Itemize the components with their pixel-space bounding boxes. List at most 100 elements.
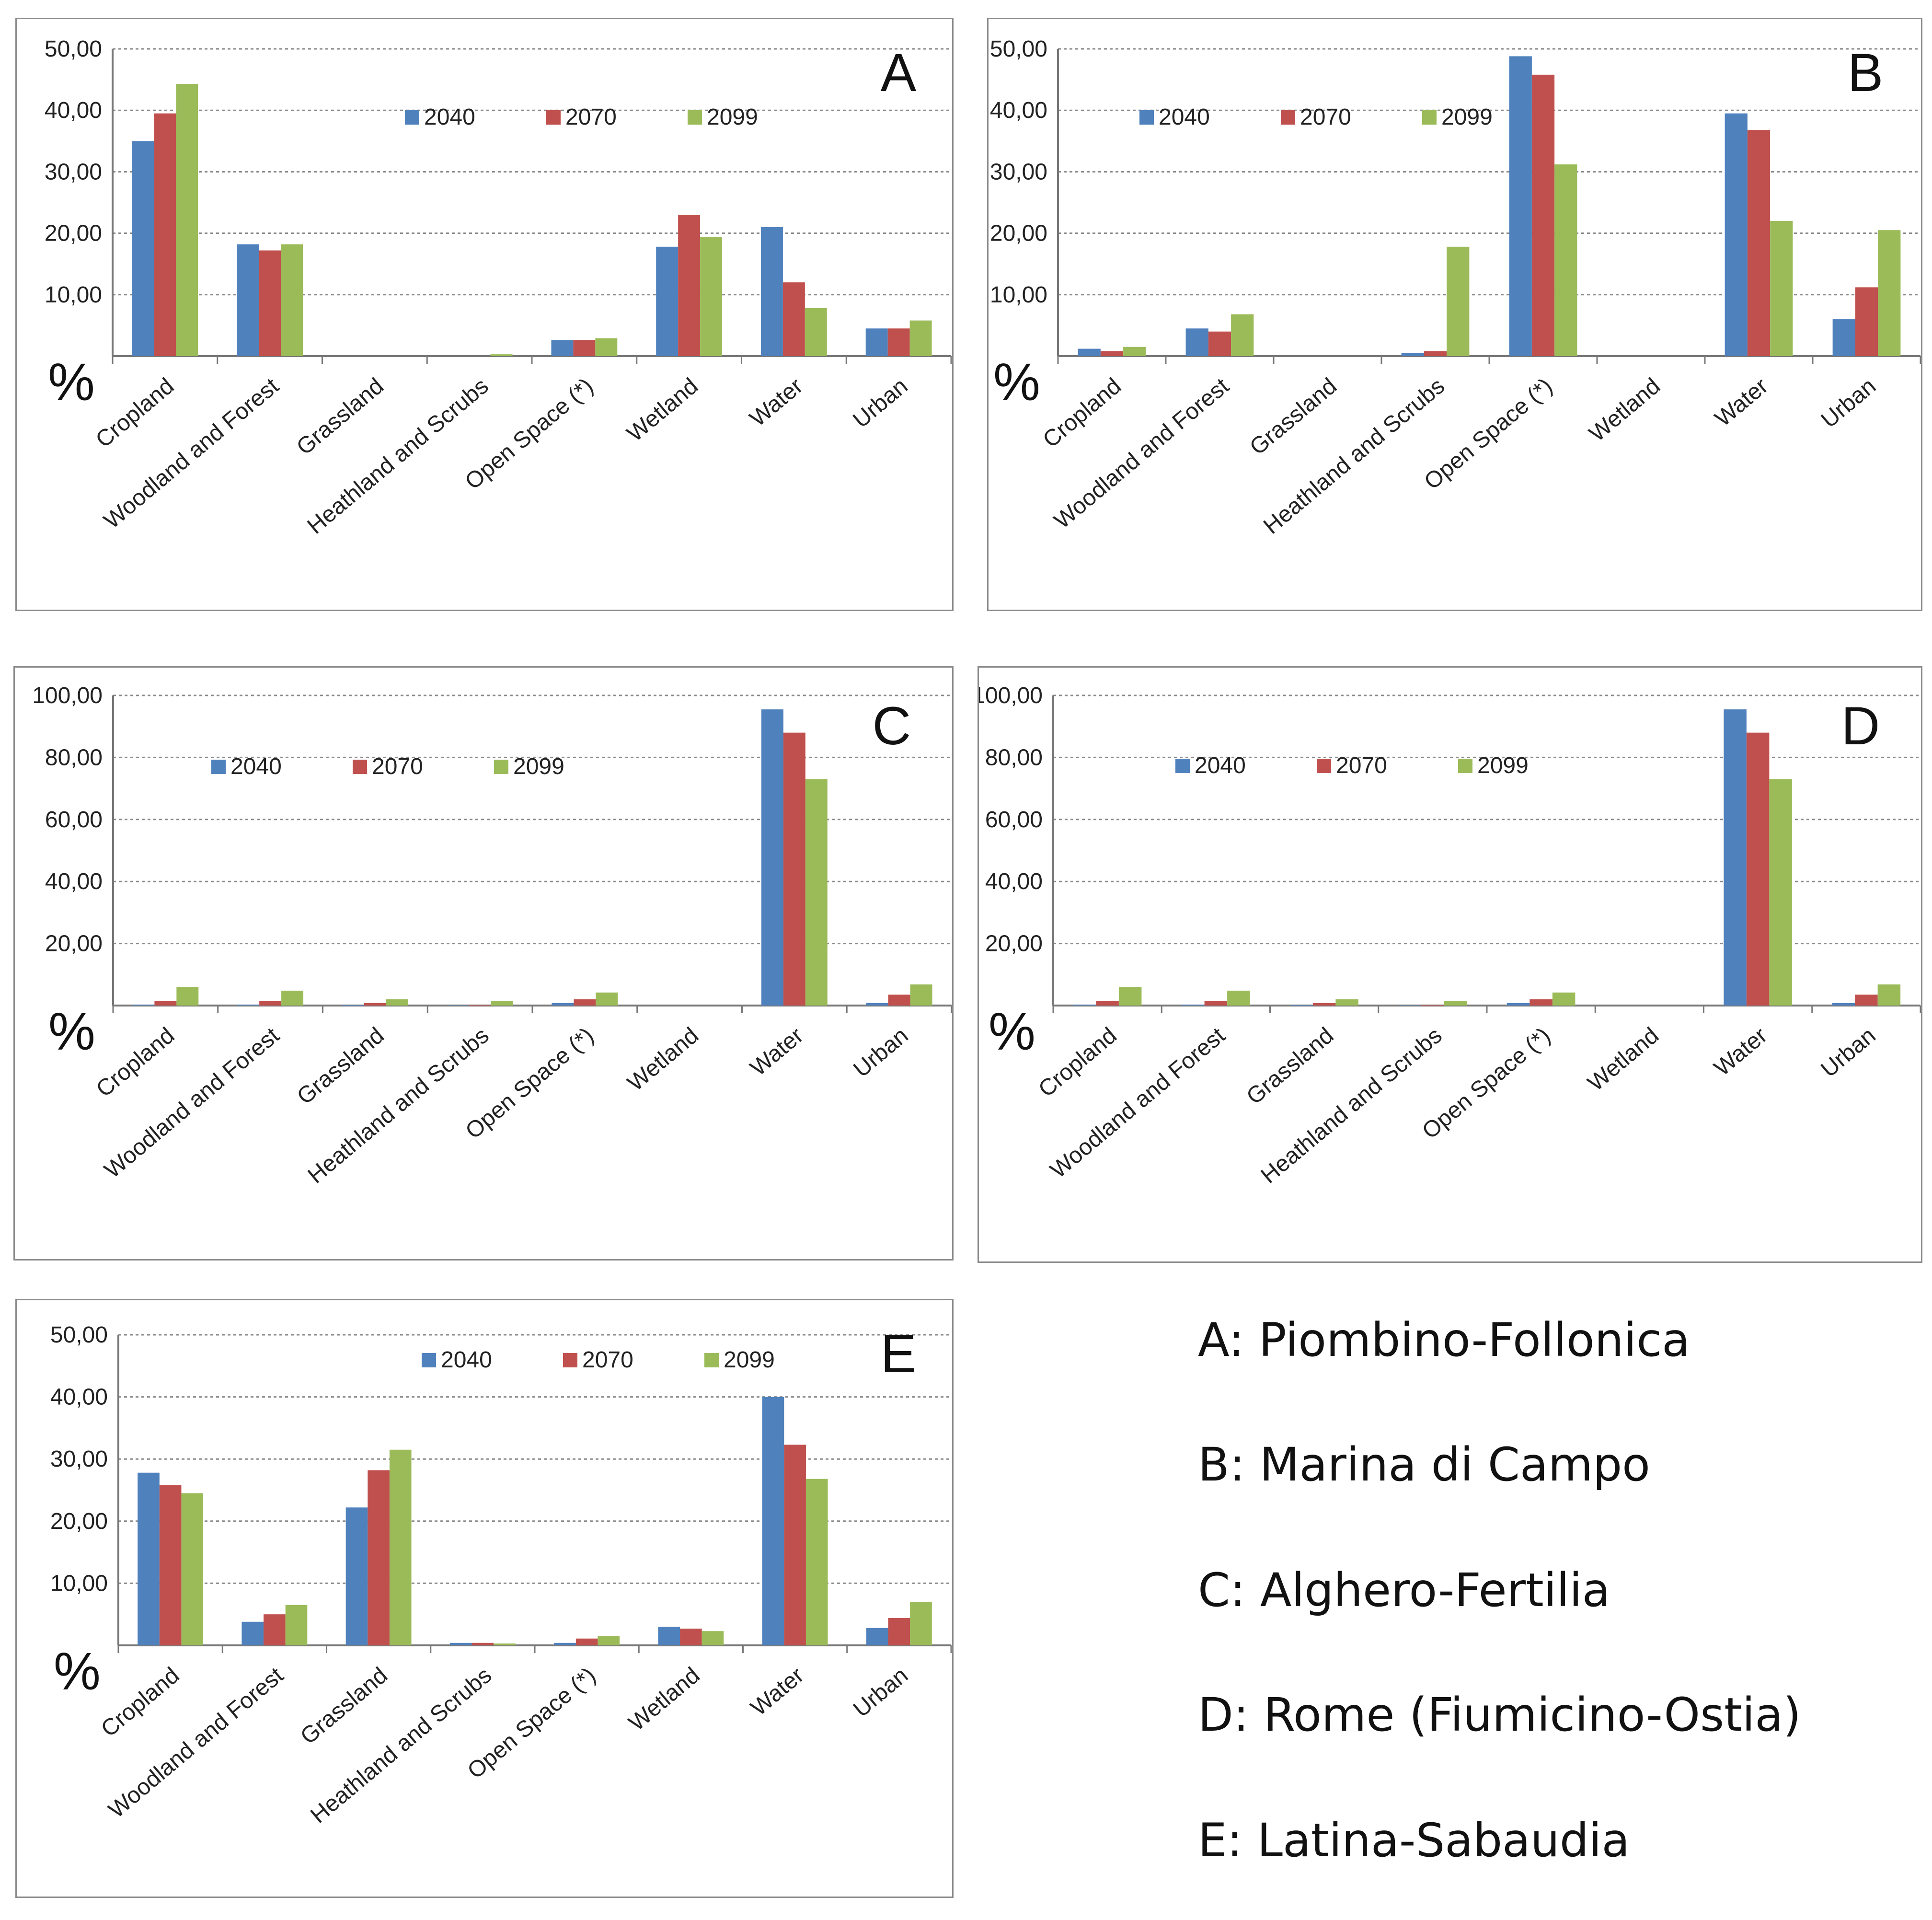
x-tick-label: Grassland	[296, 1663, 392, 1749]
bar-open-space-2040	[552, 1003, 574, 1006]
y-tick-label: 20,00	[985, 931, 1043, 957]
legend-label-2040: 2040	[1195, 753, 1246, 778]
y-tick-label: 30,00	[990, 159, 1047, 185]
x-tick-label: Urban	[848, 373, 912, 433]
x-tick-label: Grassland	[1245, 373, 1342, 460]
x-tick-label: Heathland and Scrubs	[303, 1023, 494, 1189]
bar-cropland-2040	[132, 1005, 155, 1006]
site-key-b: B: Marina di Campo	[1198, 1438, 1650, 1492]
bar-cropland-2040	[138, 1472, 160, 1645]
y-tick-label: 100,00	[32, 683, 103, 708]
bar-heathland-and-scrubs-2040	[447, 1005, 469, 1006]
bar-open-space-2099	[1554, 164, 1577, 356]
bar-heathland-and-scrubs-2040	[449, 1642, 472, 1645]
bar-open-space-2040	[554, 1642, 576, 1645]
x-tick-label: Water	[746, 1663, 809, 1721]
bar-urban-2099	[1878, 230, 1901, 356]
bar-grassland-2040	[345, 1507, 368, 1645]
bar-woodland-and-forest-2040	[1182, 1005, 1205, 1006]
bar-open-space-2070	[573, 340, 596, 356]
bar-heathland-and-scrubs-2040	[1398, 1005, 1422, 1006]
panel-letter: B	[1848, 43, 1884, 103]
y-tick-label: 20,00	[45, 221, 102, 246]
bar-open-space-2070	[574, 999, 596, 1006]
panel-letter: C	[873, 696, 911, 756]
chart-panel-a: 50,00 40,00 30,00 20,00 10,00 Cropland Woodlan…	[15, 18, 954, 611]
legend-swatch-2040	[1139, 110, 1154, 125]
bar-grassland-2099	[386, 999, 408, 1006]
y-tick-label: 20,00	[50, 1509, 108, 1534]
bar-urban-2070	[887, 328, 910, 356]
x-tick-label: Urban	[849, 1663, 913, 1723]
bar-urban-2040	[866, 1003, 888, 1006]
x-tick-label: Woodland and Forest	[104, 1663, 288, 1823]
bar-cropland-2070	[154, 113, 176, 357]
y-axis-unit-label: %	[54, 1642, 101, 1701]
x-tick-label: Wetland	[622, 373, 703, 447]
x-tick-label: Water	[1710, 373, 1773, 432]
y-tick-label: 50,00	[50, 1322, 108, 1348]
bar-heathland-and-scrubs-2070	[469, 1005, 491, 1006]
x-tick-label: Urban	[1817, 373, 1881, 433]
y-tick-label: 80,00	[45, 745, 103, 770]
x-tick-label: Wetland	[624, 1663, 704, 1736]
bar-grassland-2070	[368, 1470, 390, 1645]
chart-svg: 100,00 80,00 60,00 40,00 20,00 CroplandWoodla…	[979, 683, 1921, 1189]
chart-svg: 50,00 40,00 30,00 20,00 10,00 CroplandWoodlan…	[990, 36, 1921, 539]
bar-urban-2070	[888, 995, 910, 1006]
bar-water-2070	[1747, 130, 1771, 356]
bar-wetland-2070	[680, 1629, 702, 1645]
panel-letter: E	[881, 1324, 917, 1384]
bar-wetland-2040	[658, 1627, 680, 1645]
x-tick-label: Cropland	[1038, 373, 1126, 453]
bar-open-space-2099	[595, 338, 618, 356]
chart-panel-b: 50,00 40,00 30,00 20,00 10,00 Cropland Woodlan…	[987, 18, 1922, 611]
bar-urban-2099	[909, 320, 932, 356]
legend-swatch-2040	[422, 1353, 436, 1367]
bar-woodland-and-forest-2040	[237, 1005, 260, 1006]
x-tick-label: Urban	[1816, 1023, 1880, 1083]
bar-cropland-2040	[1073, 1005, 1096, 1006]
x-tick-label: Grassland	[1242, 1023, 1339, 1110]
chart-panel-c: 100,00 80,00 60,00 40,00 20,00 Cropland Woodla…	[13, 666, 954, 1261]
y-tick-label: 10,00	[45, 282, 102, 308]
bar-heathland-and-scrubs-2070	[472, 1642, 494, 1645]
x-tick-label: Heathland and Scrubs	[303, 373, 494, 539]
site-key-d: D: Rome (Fiumicino-Ostia)	[1198, 1688, 1801, 1742]
y-tick-label: 30,00	[50, 1446, 108, 1472]
bar-cropland-2040	[132, 141, 154, 356]
bar-water-2040	[1724, 709, 1747, 1006]
y-tick-label: 20,00	[45, 931, 103, 957]
x-tick-label: Cropland	[91, 373, 179, 453]
bar-grassland-2070	[364, 1003, 386, 1006]
legend-swatch-2070	[1281, 110, 1295, 125]
y-tick-label: 10,00	[990, 282, 1047, 308]
bar-urban-2099	[910, 984, 932, 1006]
bar-urban-2070	[888, 1618, 910, 1645]
legend-label-2099: 2099	[707, 104, 758, 130]
y-axis-unit-label: %	[48, 1002, 95, 1061]
bar-wetland-2099	[702, 1631, 724, 1645]
bar-water-2070	[1746, 732, 1770, 1006]
x-tick-label: Heathland and Scrubs	[1259, 373, 1449, 539]
y-tick-label: 100,00	[979, 683, 1043, 708]
bar-cropland-2099	[1123, 347, 1146, 356]
bar-heathland-and-scrubs-2040	[1401, 353, 1424, 356]
bar-heathland-and-scrubs-2099	[494, 1643, 516, 1645]
x-tick-label: Water	[745, 373, 808, 432]
y-axis-unit-label: %	[989, 1002, 1035, 1061]
bar-woodland-and-forest-2040	[1185, 328, 1208, 356]
y-tick-label: 60,00	[45, 807, 103, 833]
bar-woodland-and-forest-2099	[1231, 314, 1254, 356]
y-tick-label: 10,00	[50, 1571, 108, 1596]
site-key-a: A: Piombino-Follonica	[1198, 1313, 1690, 1367]
x-tick-label: Cropland	[1034, 1023, 1122, 1102]
bar-woodland-and-forest-2070	[259, 250, 281, 356]
legend-label-2070: 2070	[582, 1347, 633, 1373]
panel-letter: D	[1841, 696, 1880, 756]
bar-heathland-and-scrubs-2099	[1444, 1001, 1467, 1006]
bar-heathland-and-scrubs-2070	[1421, 1005, 1444, 1006]
bar-water-2040	[761, 709, 783, 1006]
legend-label-2040: 2040	[230, 754, 282, 779]
bar-grassland-2099	[1335, 999, 1358, 1006]
